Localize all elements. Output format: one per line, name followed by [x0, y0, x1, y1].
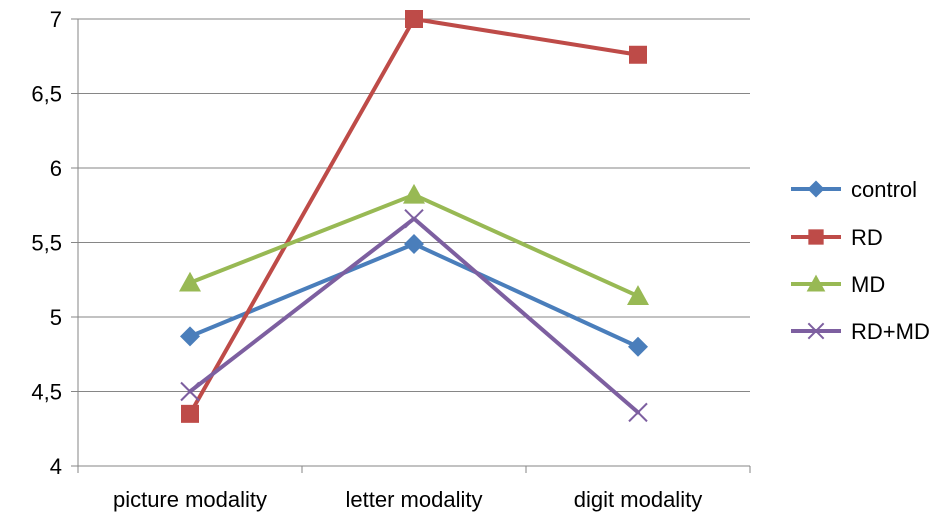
- data-point: [179, 271, 201, 292]
- square-marker: [808, 229, 824, 245]
- triangle-marker: [179, 271, 201, 292]
- series-lines: [179, 10, 649, 423]
- series-rd-md: [180, 208, 648, 423]
- series-rd: [181, 10, 647, 423]
- diamond-marker: [628, 336, 648, 357]
- legend-label: control: [851, 177, 917, 202]
- diamond-marker: [180, 326, 200, 347]
- series-control: [180, 233, 648, 357]
- legend: control RD MD RD+MD: [791, 177, 930, 344]
- legend-label: MD: [851, 272, 885, 297]
- triangle-marker: [806, 274, 826, 292]
- data-point: [181, 404, 199, 423]
- y-tick-label: 4,5: [31, 380, 62, 405]
- series-md: [179, 183, 649, 305]
- x-marker-stroke: [404, 208, 424, 229]
- data-point: [628, 336, 648, 357]
- diamond-marker: [807, 180, 825, 198]
- y-tick-label: 6: [50, 156, 62, 181]
- square-marker: [629, 45, 647, 64]
- legend-item: control: [791, 177, 917, 202]
- y-tick-label: 6,5: [31, 82, 62, 107]
- x-tick-label: picture modality: [113, 487, 267, 512]
- x-marker-stroke: [807, 322, 825, 340]
- x-tick-label: letter modality: [346, 487, 483, 512]
- square-marker: [181, 404, 199, 423]
- data-point: [405, 10, 423, 28]
- y-tick-label: 5,5: [31, 231, 62, 256]
- x-tick-label: digit modality: [574, 487, 702, 512]
- gridlines: [78, 18, 750, 392]
- data-point: [627, 285, 649, 305]
- y-tick-label: 4: [50, 454, 62, 479]
- square-marker: [405, 10, 423, 28]
- legend-label: RD+MD: [851, 319, 930, 344]
- y-tick-label: 5: [50, 305, 62, 330]
- data-point: [180, 326, 200, 347]
- data-point: [629, 45, 647, 64]
- y-tick-label: 7: [50, 7, 62, 32]
- axes: [71, 18, 751, 473]
- data-point: [628, 402, 648, 423]
- data-point: [404, 208, 424, 229]
- data-point: [403, 183, 425, 204]
- x-marker-stroke: [628, 402, 648, 423]
- data-point: [404, 233, 424, 254]
- legend-item: MD: [791, 272, 885, 297]
- x-marker-stroke: [180, 381, 200, 402]
- triangle-marker: [627, 285, 649, 305]
- x-tick-labels: picture modality letter modality digit mod…: [113, 487, 702, 512]
- diamond-marker: [404, 233, 424, 254]
- legend-item: RD: [791, 225, 883, 250]
- legend-label: RD: [851, 225, 883, 250]
- triangle-marker: [403, 183, 425, 204]
- y-tick-labels: 4 4,5 5 5,5 6 6,5 7: [31, 7, 62, 479]
- legend-item: RD+MD: [791, 319, 930, 344]
- data-point: [180, 381, 200, 402]
